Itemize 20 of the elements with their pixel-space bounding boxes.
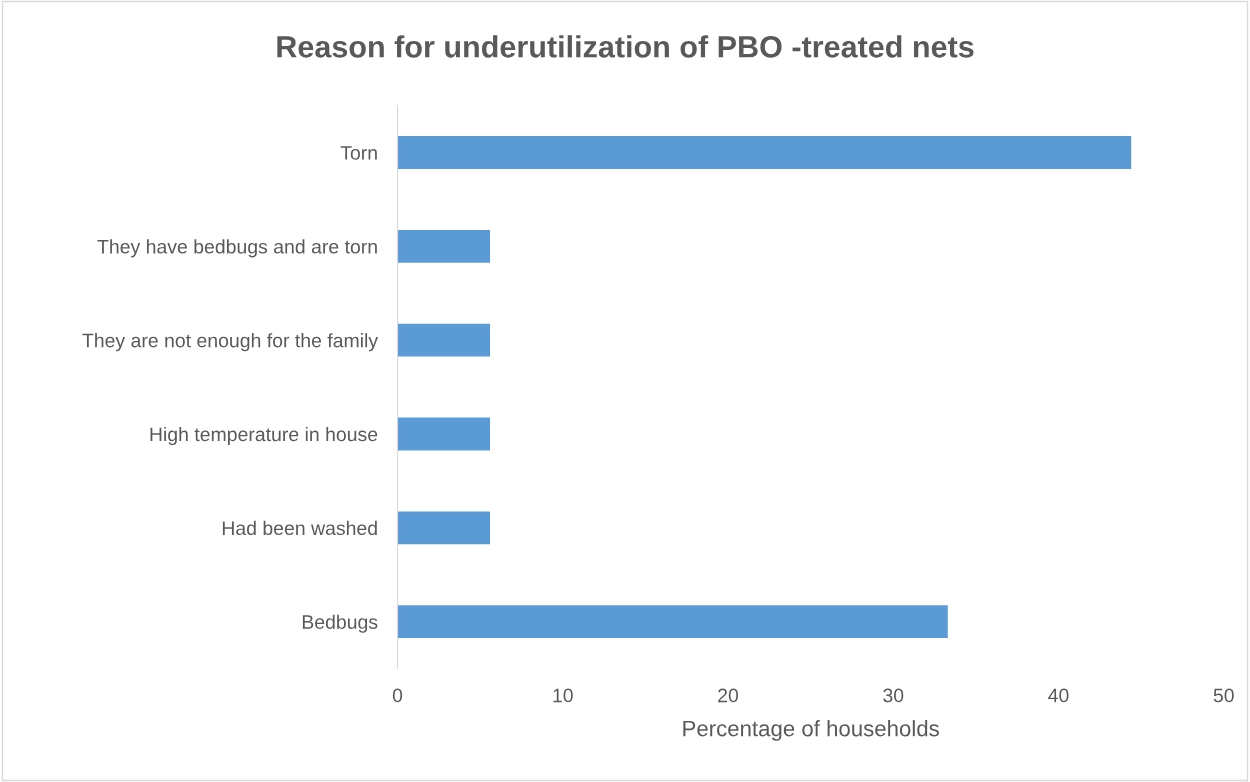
y-tick-label: They have bedbugs and are torn (97, 239, 377, 258)
y-tick-label: Torn (340, 146, 377, 160)
y-tick-label: Bedbugs (302, 614, 378, 633)
bar (397, 605, 948, 639)
y-tick-label: High temperature in house (150, 426, 378, 446)
y-tick-label: Had been washed (222, 520, 377, 536)
x-axis-title: Percentage of households (683, 720, 939, 741)
x-tick-label: 30 (883, 688, 904, 703)
bar (397, 229, 491, 263)
chart-title: Reason for underutilization of PBO -treated nets (277, 35, 974, 58)
x-tick-label: 10 (553, 688, 573, 703)
bar (397, 323, 491, 357)
y-tick-label: They are not enough for the family (82, 333, 379, 352)
bar (397, 511, 491, 545)
x-tick-label: 50 (1213, 688, 1234, 703)
x-tick-label: 20 (718, 688, 739, 703)
bar (397, 136, 1132, 169)
x-tick-label: 40 (1048, 688, 1069, 703)
x-tick-label: 0 (392, 688, 403, 703)
bar (397, 417, 491, 451)
